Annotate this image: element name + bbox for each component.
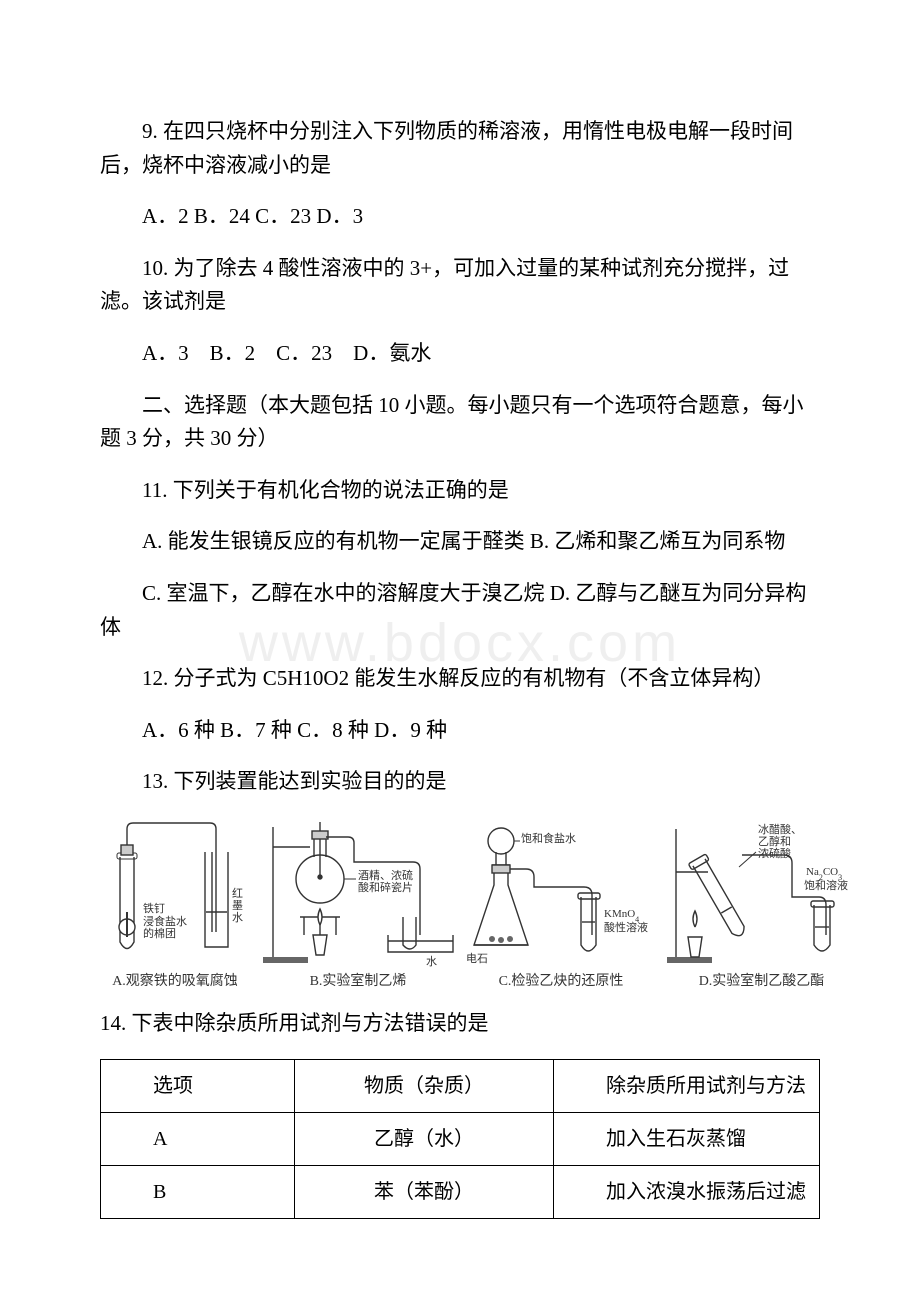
q10-options: A．3 B．2 C．23 D．氨水 xyxy=(100,337,820,371)
svg-text:酒精、浓硫: 酒精、浓硫 xyxy=(358,868,413,882)
q13-diagrams: 铁钉 浸食盐水 的棉团 红 墨 水 A.观察铁的吸氧腐蚀 xyxy=(100,817,820,993)
th-option: 选项 xyxy=(101,1059,295,1112)
q10-stem: 10. 为了除去 4 酸性溶液中的 3+，可加入过量的某种试剂充分搅拌，过滤。该… xyxy=(100,252,820,319)
cell-a-method: 加入生石灰蒸馏 xyxy=(553,1112,819,1165)
q11-options-ab: A. 能发生银镜反应的有机物一定属于醛类 B. 乙烯和聚乙烯互为同系物 xyxy=(100,525,820,559)
diagram-a: 铁钉 浸食盐水 的棉团 红 墨 水 A.观察铁的吸氧腐蚀 xyxy=(100,817,250,993)
diagram-b-svg: 酒精、浓硫 酸和碎瓷片 水 xyxy=(258,817,458,967)
cell-b-opt: B xyxy=(101,1165,295,1218)
th-substance: 物质（杂质） xyxy=(295,1059,554,1112)
diagram-c-svg: 饱和食盐水 电石 KMnO4 酸性溶液 xyxy=(466,817,656,967)
svg-text:浓硫酸: 浓硫酸 xyxy=(758,846,791,860)
q9-options: A．2 B．24 C．23 D．3 xyxy=(100,200,820,234)
svg-text:水: 水 xyxy=(232,911,243,924)
svg-text:红: 红 xyxy=(232,887,243,900)
cell-b-sub: 苯（苯酚） xyxy=(295,1165,554,1218)
q9-stem: 9. 在四只烧杯中分别注入下列物质的稀溶液，用惰性电极电解一段时间后，烧杯中溶液… xyxy=(100,115,820,182)
diagram-d-svg: 冰醋酸、 乙醇和 浓硫酸 Na2CO3 饱和溶液 xyxy=(664,817,859,967)
svg-text:铁钉: 铁钉 xyxy=(143,902,165,915)
table-row: A 乙醇（水） 加入生石灰蒸馏 xyxy=(101,1112,820,1165)
q11-options-cd: C. 室温下，乙醇在水中的溶解度大于溴乙烷 D. 乙醇与乙醚互为同分异构体 xyxy=(100,577,820,644)
cell-a-sub: 乙醇（水） xyxy=(295,1112,554,1165)
svg-text:墨: 墨 xyxy=(232,899,243,912)
svg-text:酸性溶液: 酸性溶液 xyxy=(604,920,648,934)
q14-table: 选项 物质（杂质） 除杂质所用试剂与方法 A 乙醇（水） 加入生石灰蒸馏 B 苯… xyxy=(100,1059,820,1219)
diagram-b-caption: B.实验室制乙烯 xyxy=(310,971,407,993)
diagram-b: 酒精、浓硫 酸和碎瓷片 水 B.实验室制乙烯 xyxy=(258,817,458,993)
diagram-a-caption: A.观察铁的吸氧腐蚀 xyxy=(112,971,238,993)
q12-options: A．6 种 B．7 种 C．8 种 D．9 种 xyxy=(100,714,820,748)
diagram-d: 冰醋酸、 乙醇和 浓硫酸 Na2CO3 饱和溶液 D.实验室制乙酸乙酯 xyxy=(664,817,859,993)
q13-stem: 13. 下列装置能达到实验目的的是 xyxy=(100,765,820,799)
section2-heading: 二、选择题（本大题包括 10 小题。每小题只有一个选项符合题意，每小题 3 分，… xyxy=(100,389,820,456)
svg-text:水: 水 xyxy=(426,955,437,967)
diagram-d-caption: D.实验室制乙酸乙酯 xyxy=(699,971,825,993)
diagram-c-caption: C.检验乙炔的还原性 xyxy=(499,971,624,993)
th-method: 除杂质所用试剂与方法 xyxy=(553,1059,819,1112)
svg-text:饱和溶液: 饱和溶液 xyxy=(804,878,848,892)
page-content: 9. 在四只烧杯中分别注入下列物质的稀溶液，用惰性电极电解一段时间后，烧杯中溶液… xyxy=(100,115,820,1219)
table-row: B 苯（苯酚） 加入浓溴水振荡后过滤 xyxy=(101,1165,820,1218)
cell-b-method: 加入浓溴水振荡后过滤 xyxy=(553,1165,819,1218)
svg-text:冰醋酸、: 冰醋酸、 xyxy=(758,822,802,836)
svg-text:饱和食盐水: 饱和食盐水 xyxy=(521,831,576,845)
q14-stem: 14. 下表中除杂质所用试剂与方法错误的是 xyxy=(100,1007,820,1041)
svg-text:酸和碎瓷片: 酸和碎瓷片 xyxy=(358,880,413,894)
cell-a-opt: A xyxy=(101,1112,295,1165)
svg-text:的棉团: 的棉团 xyxy=(143,926,176,940)
diagram-c: 饱和食盐水 电石 KMnO4 酸性溶液 C.检验乙炔的还原性 xyxy=(466,817,656,993)
q12-stem: 12. 分子式为 C5H10O2 能发生水解反应的有机物有（不含立体异构） xyxy=(100,662,820,696)
svg-text:乙醇和: 乙醇和 xyxy=(758,834,791,848)
q11-stem: 11. 下列关于有机化合物的说法正确的是 xyxy=(100,474,820,508)
table-header-row: 选项 物质（杂质） 除杂质所用试剂与方法 xyxy=(101,1059,820,1112)
svg-text:电石: 电石 xyxy=(466,952,488,965)
svg-text:浸食盐水: 浸食盐水 xyxy=(143,914,187,928)
diagram-a-svg: 铁钉 浸食盐水 的棉团 红 墨 水 xyxy=(100,817,250,967)
